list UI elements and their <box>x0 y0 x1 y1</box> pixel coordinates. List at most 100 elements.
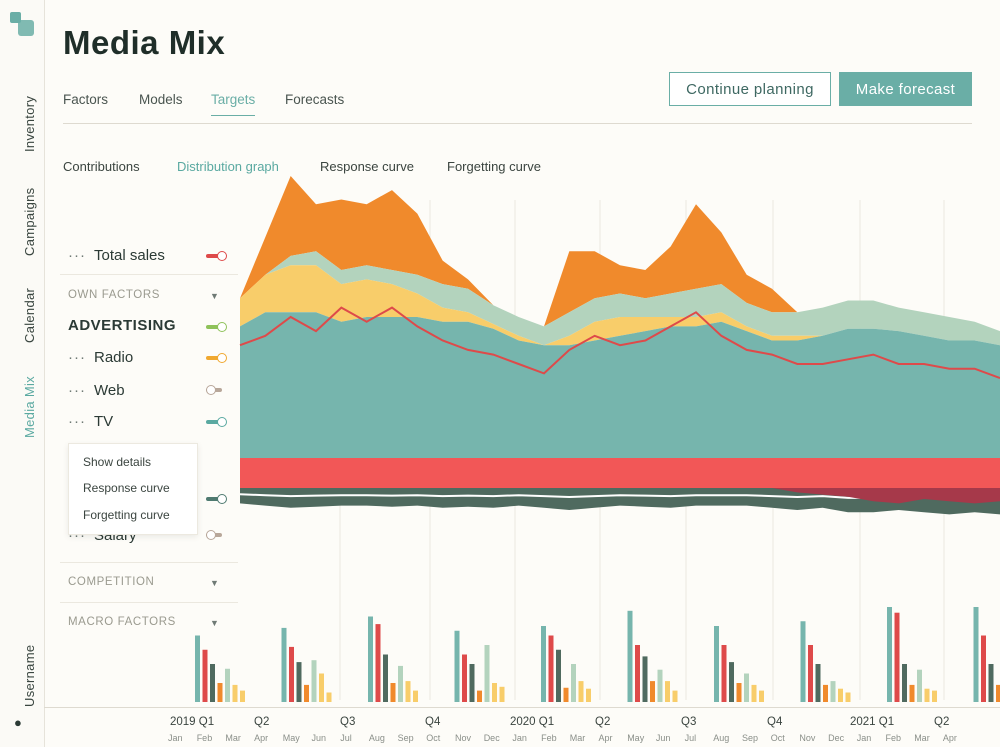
bar <box>217 683 223 702</box>
bar <box>492 683 497 702</box>
subtab-response-curve[interactable]: Response curve <box>320 159 414 174</box>
menu-response-curve[interactable]: Response curve <box>83 481 170 495</box>
bar <box>736 683 742 702</box>
subtab-distribution-graph[interactable]: Distribution graph <box>177 159 279 174</box>
month-label: Jun <box>656 733 671 743</box>
make-forecast-button[interactable]: Make forecast <box>839 72 972 106</box>
subtab-forgetting-curve[interactable]: Forgetting curve <box>447 159 541 174</box>
bar <box>304 684 309 702</box>
toggle-web[interactable] <box>206 385 226 395</box>
month-label: Nov <box>455 733 472 743</box>
menu-show-details[interactable]: Show details <box>83 455 152 469</box>
bar <box>556 649 561 702</box>
dots-icon: ··· <box>68 413 86 430</box>
chevron-down-icon[interactable]: ▼ <box>210 578 219 588</box>
bar <box>642 656 648 702</box>
legend-advertising[interactable]: ADVERTISING <box>68 317 177 334</box>
area-radio <box>240 265 1000 346</box>
legend-radio[interactable]: ··· Radio <box>68 349 134 366</box>
continue-planning-button[interactable]: Continue planning <box>669 72 831 106</box>
bar <box>729 662 734 702</box>
month-label: Mar <box>914 733 930 743</box>
legend-total-sales[interactable]: ··· Total sales <box>68 247 165 264</box>
quarter-label: Q4 <box>767 716 783 728</box>
page-title: Media Mix <box>63 24 226 61</box>
dots-icon: ··· <box>68 382 86 399</box>
bar <box>462 654 467 702</box>
bar <box>210 664 215 702</box>
bar <box>202 649 208 702</box>
bar <box>838 688 843 702</box>
tab-models[interactable]: Models <box>139 92 183 107</box>
tab-forecasts[interactable]: Forecasts <box>285 92 345 107</box>
user-icon[interactable]: ● <box>14 715 22 730</box>
group-macro-factors[interactable]: MACRO FACTORS <box>68 616 176 628</box>
line-total-sales <box>239 306 1000 380</box>
bar <box>578 681 584 702</box>
bar <box>917 669 922 702</box>
bar <box>650 681 655 702</box>
bar <box>800 621 806 702</box>
toggle-hidden-item[interactable] <box>206 494 227 504</box>
bar <box>484 645 490 702</box>
divider <box>60 602 238 603</box>
tab-targets[interactable]: Targets <box>211 92 256 116</box>
month-label: Sep <box>742 733 758 743</box>
bar <box>405 681 411 702</box>
sidebar: Inventory Campaigns Calendar Media Mix U… <box>0 0 45 747</box>
bar <box>744 673 749 702</box>
tab-factors[interactable]: Factors <box>63 92 109 107</box>
month-label: Aug <box>369 733 385 743</box>
bar <box>477 690 482 702</box>
toggle-radio[interactable] <box>206 353 227 363</box>
group-own-factors[interactable]: OWN FACTORS <box>68 289 161 301</box>
app-logo-icon[interactable] <box>10 12 36 38</box>
bar <box>319 673 324 702</box>
bar <box>225 668 230 702</box>
legend-web[interactable]: ··· Web <box>68 382 125 399</box>
bar <box>996 684 1000 702</box>
bar <box>571 664 576 702</box>
month-label: Dec <box>484 733 501 743</box>
month-label: Oct <box>771 733 786 743</box>
toggle-total-sales[interactable] <box>206 251 227 261</box>
bar <box>375 624 381 702</box>
menu-forgetting-curve[interactable]: Forgetting curve <box>83 508 170 522</box>
quarter-label: 2020 Q1 <box>510 716 554 728</box>
bar <box>499 686 505 702</box>
month-label: Jun <box>312 733 327 743</box>
area-negative <box>240 488 1000 515</box>
bar <box>627 610 633 702</box>
chevron-down-icon[interactable]: ▼ <box>210 291 219 301</box>
quarter-label: Q4 <box>425 716 441 728</box>
chevron-down-icon[interactable]: ▼ <box>210 618 219 628</box>
month-label: Jan <box>168 733 183 743</box>
toggle-tv[interactable] <box>206 417 227 427</box>
month-label: Mar <box>570 733 586 743</box>
subtab-contributions[interactable]: Contributions <box>63 159 140 174</box>
bar <box>830 681 836 702</box>
quarter-label: Q2 <box>595 716 610 728</box>
bar <box>751 684 757 702</box>
bar <box>823 684 828 702</box>
month-label: Jul <box>685 733 697 743</box>
month-label: May <box>627 733 645 743</box>
bar <box>973 607 979 702</box>
group-competition[interactable]: COMPETITION <box>68 576 155 588</box>
quarter-label: 2021 Q1 <box>850 716 894 728</box>
area-other <box>240 176 1000 332</box>
bar <box>657 669 663 702</box>
month-label: Jan <box>512 733 527 743</box>
quarter-label: Q2 <box>254 716 269 728</box>
quarter-label: 2019 Q1 <box>170 716 214 728</box>
bar <box>541 626 546 702</box>
toggle-salary[interactable] <box>206 530 226 540</box>
bar <box>326 692 332 702</box>
dots-icon: ··· <box>68 247 86 264</box>
toggle-advertising[interactable] <box>206 322 227 332</box>
bar <box>887 607 892 702</box>
main-tabs: Factors Models Targets Forecasts <box>63 92 972 124</box>
area-competition <box>240 488 1000 504</box>
legend-tv[interactable]: ··· TV <box>68 413 114 430</box>
